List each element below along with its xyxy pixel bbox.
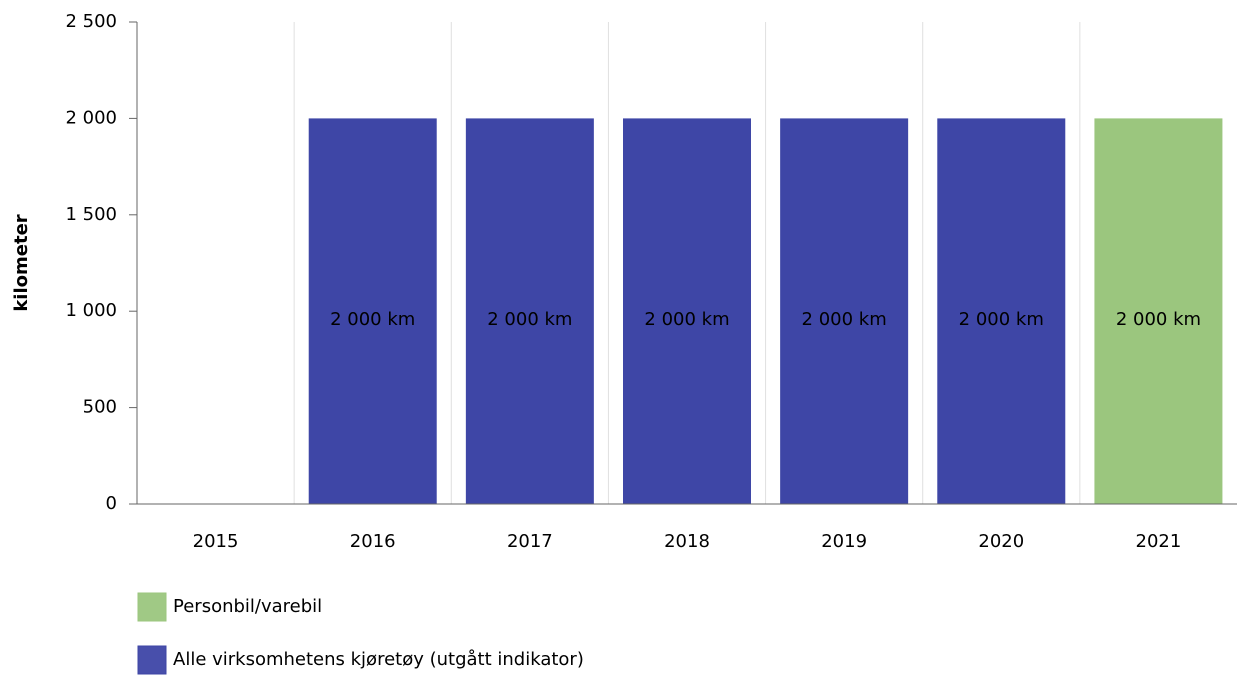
- data-label: 2 000 km: [959, 309, 1044, 330]
- x-tick-label: 2021: [1136, 531, 1182, 552]
- y-tick-label: 1 000: [65, 300, 117, 321]
- y-axis-label: kilometer: [11, 214, 32, 311]
- legend-swatch: [137, 645, 167, 675]
- bar: [623, 118, 751, 505]
- data-label: 2 000 km: [644, 309, 729, 330]
- bar: [465, 118, 594, 505]
- y-tick-label: 0: [106, 493, 117, 514]
- x-tick-label: 2015: [193, 531, 239, 552]
- y-tick-label: 2 500: [65, 11, 117, 32]
- x-tick-label: 2018: [664, 531, 710, 552]
- x-tick-label: 2019: [821, 531, 867, 552]
- y-tick-label: 2 000: [65, 107, 117, 128]
- y-tick-label: 1 500: [65, 204, 117, 225]
- bar: [1094, 118, 1223, 505]
- legend-swatch: [137, 592, 167, 622]
- legend-label: Alle virksomhetens kjøretøy (utgått indi…: [173, 649, 584, 670]
- data-label: 2 000 km: [330, 309, 415, 330]
- x-tick-label: 2016: [350, 531, 396, 552]
- data-label: 2 000 km: [487, 309, 572, 330]
- legend-label: Personbil/varebil: [173, 596, 322, 617]
- bar: [780, 118, 909, 505]
- x-tick-label: 2017: [507, 531, 553, 552]
- bar: [308, 118, 437, 505]
- y-tick-label: 500: [83, 397, 117, 418]
- data-label: 2 000 km: [1116, 309, 1201, 330]
- bar: [937, 118, 1066, 505]
- data-label: 2 000 km: [802, 309, 887, 330]
- x-tick-label: 2020: [978, 531, 1024, 552]
